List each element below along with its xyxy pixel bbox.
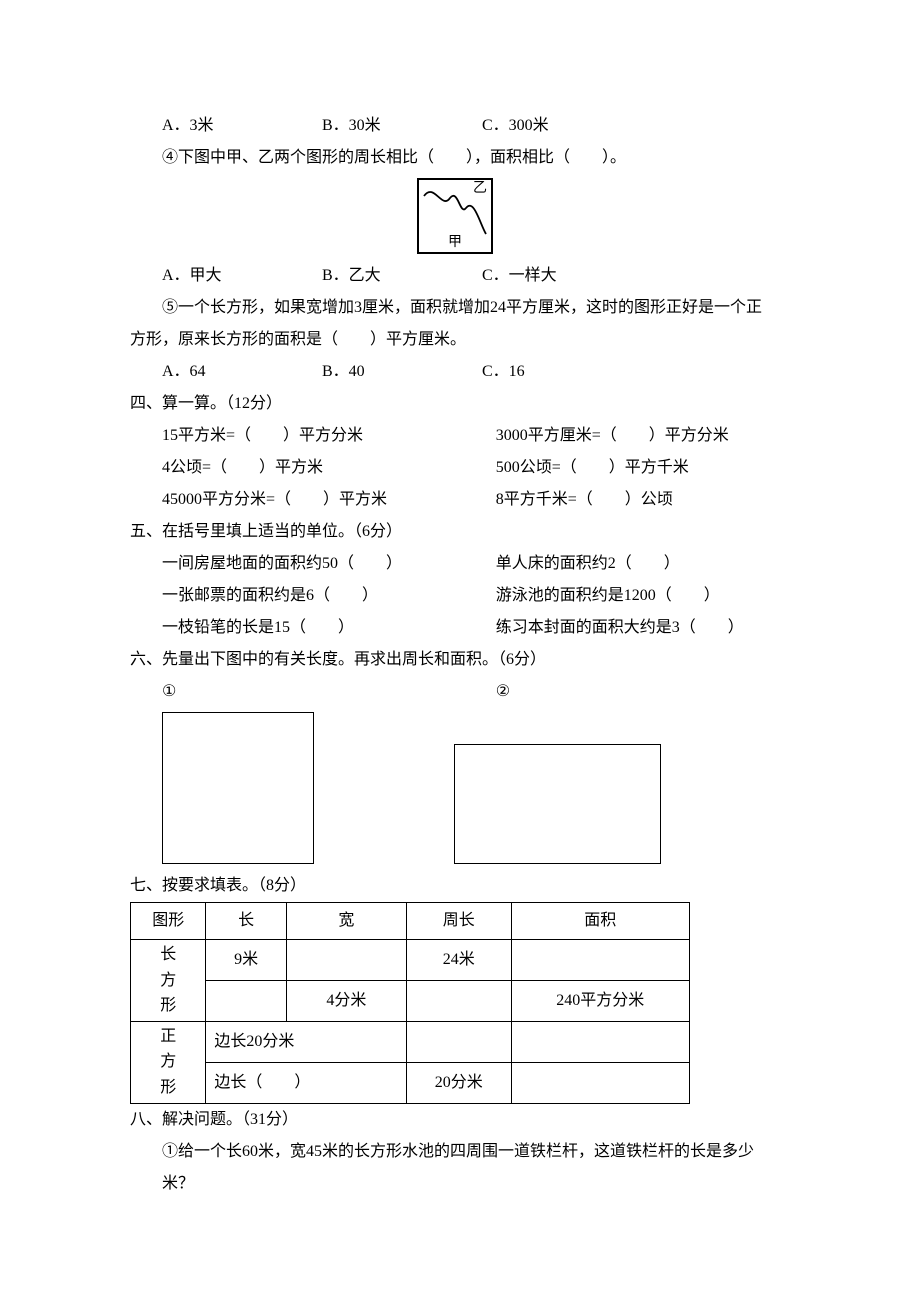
sec5-r0-a: 一间房屋地面的面积约50（ ）	[162, 548, 496, 580]
sec5-row-1: 一张邮票的面积约是6（ ） 游泳池的面积约是1200（ ）	[130, 580, 780, 612]
table-header-row: 图形 长 宽 周长 面积	[131, 903, 690, 940]
sec4-r0-b: 3000平方厘米=（ ）平方分米	[496, 420, 780, 452]
table-row: 边长（ ） 20分米	[131, 1062, 690, 1103]
sec4-row-0: 15平方米=（ ）平方分米 3000平方厘米=（ ）平方分米	[130, 420, 780, 452]
sec7-title: 七、按要求填表。（8分）	[130, 870, 780, 902]
cell	[511, 1062, 689, 1103]
sec4-row-1: 4公顷=（ ）平方米 500公顷=（ ）平方千米	[130, 452, 780, 484]
q5-opt-c: C．16	[482, 356, 642, 388]
q3-options: A．3米 B．30米 C．300米	[130, 110, 780, 142]
sec6-label-b: ②	[496, 676, 780, 708]
sec5-r2-b: 练习本封面的面积大约是3（ ）	[496, 612, 780, 644]
th-perimeter: 周长	[406, 903, 511, 940]
table-row: 长 方 形 9米 24米	[131, 940, 690, 981]
cell: 9米	[206, 940, 287, 981]
sec5-r0-b: 单人床的面积约2（ ）	[496, 548, 780, 580]
sec5-r1-b: 游泳池的面积约是1200（ ）	[496, 580, 780, 612]
table-row: 正 方 形 边长20分米	[131, 1021, 690, 1062]
sec4-r0-a: 15平方米=（ ）平方分米	[162, 420, 496, 452]
sec4-row-2: 45000平方分米=（ ）平方米 8平方千米=（ ）公顷	[130, 484, 780, 516]
sec6-label-a: ①	[162, 676, 496, 708]
cell	[511, 1021, 689, 1062]
page: A．3米 B．30米 C．300米 ④下图中甲、乙两个图形的周长相比（ ），面积…	[0, 0, 920, 1260]
sec6-title: 六、先量出下图中的有关长度。再求出周长和面积。（6分）	[130, 644, 780, 676]
sec6-labels: ① ②	[130, 676, 780, 708]
cell	[511, 940, 689, 981]
cell-span: 边长（ ）	[206, 1062, 406, 1103]
cell	[206, 980, 287, 1021]
th-shape: 图形	[131, 903, 206, 940]
sec5-title: 五、在括号里填上适当的单位。（6分）	[130, 516, 780, 548]
sec8-q1: ①给一个长60米，宽45米的长方形水池的四周围一道铁栏杆，这道铁栏杆的长是多少米…	[130, 1136, 780, 1200]
q5-opt-a: A．64	[162, 356, 322, 388]
q4-opt-a: A．甲大	[162, 260, 322, 292]
cell-square-label: 正 方 形	[131, 1021, 206, 1103]
sec5-r1-a: 一张邮票的面积约是6（ ）	[162, 580, 496, 612]
q4-stem: ④下图中甲、乙两个图形的周长相比（ ），面积相比（ ）。	[130, 142, 780, 174]
cell	[406, 1021, 511, 1062]
sec6-shapes	[130, 712, 780, 864]
sec7-table: 图形 长 宽 周长 面积 长 方 形 9米 24米 4分米 240平方分米 正 …	[130, 902, 690, 1104]
q5-stem-line2: 方形，原来长方形的面积是（ ）平方厘米。	[130, 324, 780, 356]
q4-opt-c: C．一样大	[482, 260, 642, 292]
q4-options: A．甲大 B．乙大 C．一样大	[130, 260, 780, 292]
q5-options: A．64 B．40 C．16	[130, 356, 780, 388]
q4-figure: 乙 甲	[417, 178, 493, 254]
q4-label-yi: 乙	[473, 182, 487, 196]
sec4-title: 四、算一算。（12分）	[130, 388, 780, 420]
cell-span: 边长20分米	[206, 1021, 406, 1062]
cell-rect-label: 长 方 形	[131, 940, 206, 1022]
q5-opt-b: B．40	[322, 356, 482, 388]
q5-stem-line1: ⑤一个长方形，如果宽增加3厘米，面积就增加24平方厘米，这时的图形正好是一个正	[130, 292, 780, 324]
th-area: 面积	[511, 903, 689, 940]
sec4-r1-b: 500公顷=（ ）平方千米	[496, 452, 780, 484]
table-row: 4分米 240平方分米	[131, 980, 690, 1021]
sec5-row-0: 一间房屋地面的面积约50（ ） 单人床的面积约2（ ）	[130, 548, 780, 580]
cell	[406, 980, 511, 1021]
q4-opt-b: B．乙大	[322, 260, 482, 292]
cell: 240平方分米	[511, 980, 689, 1021]
q3-opt-a: A．3米	[162, 110, 322, 142]
sec4-r2-a: 45000平方分米=（ ）平方米	[162, 484, 496, 516]
sec8-title: 八、解决问题。（31分）	[130, 1104, 780, 1136]
cell: 24米	[406, 940, 511, 981]
q4-label-jia: 甲	[448, 236, 462, 250]
sec5-row-2: 一枝铅笔的长是15（ ） 练习本封面的面积大约是3（ ）	[130, 612, 780, 644]
sec6-shape-square	[162, 712, 314, 864]
th-width: 宽	[286, 903, 406, 940]
cell	[286, 940, 406, 981]
q3-opt-b: B．30米	[322, 110, 482, 142]
th-length: 长	[206, 903, 287, 940]
sec5-r2-a: 一枝铅笔的长是15（ ）	[162, 612, 496, 644]
sec6-shape-rect	[454, 744, 661, 864]
sec4-r1-a: 4公顷=（ ）平方米	[162, 452, 496, 484]
q3-opt-c: C．300米	[482, 110, 642, 142]
cell: 4分米	[286, 980, 406, 1021]
cell: 20分米	[406, 1062, 511, 1103]
sec4-r2-b: 8平方千米=（ ）公顷	[496, 484, 780, 516]
